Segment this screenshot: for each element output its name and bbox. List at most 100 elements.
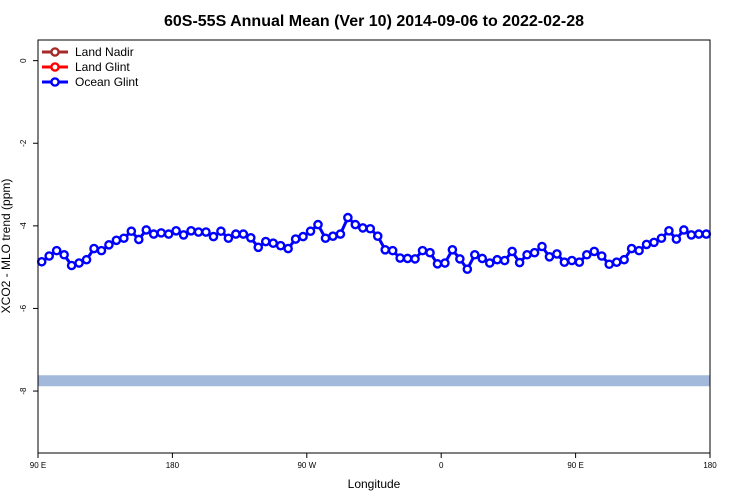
data-point bbox=[671, 234, 682, 244]
data-point bbox=[425, 247, 435, 258]
data-point bbox=[141, 225, 152, 235]
data-point bbox=[514, 257, 525, 268]
data-point bbox=[582, 249, 592, 260]
data-point bbox=[59, 249, 69, 260]
data-point bbox=[641, 239, 652, 250]
data-point bbox=[253, 242, 264, 253]
x-axis: 90 E 180 90 W 0 90 E 180 bbox=[30, 453, 717, 470]
data-point bbox=[119, 233, 129, 244]
data-point bbox=[365, 223, 376, 234]
data-point bbox=[387, 245, 398, 256]
y-tick-label: -8 bbox=[19, 387, 28, 395]
data-point bbox=[432, 259, 443, 269]
data-point bbox=[447, 245, 458, 255]
data-point bbox=[619, 254, 629, 265]
data-point bbox=[201, 227, 211, 237]
data-point bbox=[417, 245, 428, 256]
data-point bbox=[552, 249, 562, 259]
data-point bbox=[589, 246, 600, 257]
data-point bbox=[395, 253, 405, 263]
data-point bbox=[268, 238, 279, 248]
data-point bbox=[462, 264, 473, 275]
data-point bbox=[290, 234, 301, 244]
plot-background bbox=[38, 40, 710, 453]
data-point bbox=[89, 243, 99, 254]
data-point bbox=[499, 255, 510, 266]
data-point bbox=[357, 223, 368, 233]
data-point bbox=[36, 256, 47, 267]
data-point bbox=[163, 229, 174, 239]
data-point bbox=[275, 240, 286, 251]
data-point bbox=[380, 245, 391, 255]
data-point bbox=[335, 229, 346, 239]
data-point bbox=[81, 254, 92, 265]
data-point bbox=[156, 228, 166, 238]
data-point bbox=[567, 255, 577, 266]
x-tick-label: 180 bbox=[166, 461, 180, 470]
data-point bbox=[455, 254, 465, 264]
data-point bbox=[507, 246, 517, 257]
data-point bbox=[372, 231, 383, 241]
series-layer bbox=[36, 212, 712, 275]
data-point bbox=[171, 226, 181, 236]
data-point bbox=[679, 225, 689, 235]
data-point bbox=[611, 257, 622, 267]
data-point bbox=[604, 259, 615, 270]
legend-label: Land Nadir bbox=[75, 45, 134, 59]
data-point bbox=[469, 249, 480, 260]
data-point bbox=[559, 257, 570, 267]
data-point bbox=[596, 251, 607, 261]
data-point bbox=[126, 226, 137, 237]
data-point bbox=[104, 240, 114, 250]
data-point bbox=[440, 258, 450, 268]
data-point bbox=[626, 243, 637, 254]
data-point bbox=[477, 253, 488, 264]
x-tick-label: 0 bbox=[439, 461, 444, 470]
data-point bbox=[208, 231, 219, 242]
x-tick-label: 90 W bbox=[297, 461, 316, 470]
y-tick-label: 0 bbox=[19, 58, 28, 63]
data-point bbox=[484, 258, 495, 268]
data-point bbox=[96, 245, 107, 256]
data-point bbox=[343, 212, 353, 223]
data-point bbox=[410, 254, 420, 264]
data-point bbox=[193, 227, 204, 237]
data-point bbox=[656, 233, 667, 244]
data-point bbox=[537, 241, 547, 252]
data-point bbox=[44, 251, 55, 261]
data-point bbox=[402, 253, 413, 264]
data-point bbox=[223, 233, 234, 244]
data-point bbox=[701, 229, 712, 239]
data-point bbox=[492, 254, 503, 265]
data-point bbox=[178, 230, 189, 240]
data-point bbox=[238, 229, 249, 239]
data-point bbox=[111, 235, 122, 246]
y-tick-label: -6 bbox=[19, 304, 28, 312]
data-point bbox=[51, 245, 62, 256]
data-point bbox=[283, 243, 293, 254]
plot-frame bbox=[37, 39, 711, 454]
data-point bbox=[298, 231, 308, 242]
data-point bbox=[694, 229, 704, 239]
data-point bbox=[313, 219, 323, 230]
data-point bbox=[320, 233, 331, 244]
y-tick-label: -4 bbox=[19, 222, 28, 230]
legend-marker bbox=[50, 47, 60, 57]
data-point bbox=[148, 229, 159, 239]
data-point bbox=[74, 258, 84, 268]
x-tick-label: 90 E bbox=[30, 461, 46, 470]
data-point bbox=[186, 226, 196, 236]
data-point bbox=[686, 230, 697, 240]
data-point bbox=[216, 226, 226, 237]
x-tick-label: 90 E bbox=[567, 461, 583, 470]
data-point bbox=[245, 233, 256, 243]
legend-label: Ocean Glint bbox=[75, 75, 139, 89]
data-point bbox=[350, 219, 361, 230]
chart-title: 60S-55S Annual Mean (Ver 10) 2014-09-06 … bbox=[164, 13, 584, 30]
data-point bbox=[522, 249, 532, 260]
data-point bbox=[634, 245, 644, 256]
data-point bbox=[328, 231, 338, 241]
y-tick-label: -2 bbox=[19, 139, 28, 147]
